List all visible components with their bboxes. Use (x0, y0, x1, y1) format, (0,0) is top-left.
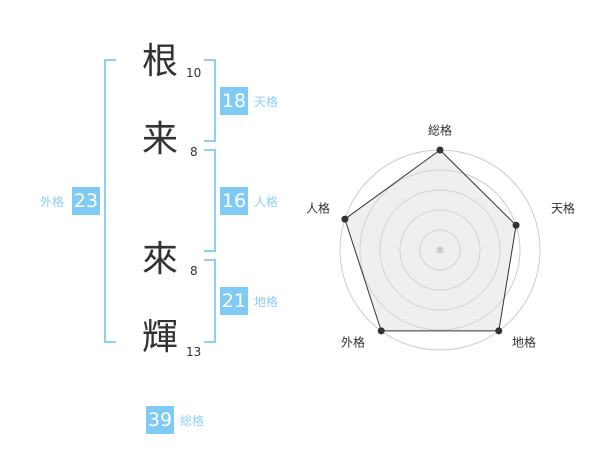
radar-point (436, 146, 444, 154)
radar-axis-label-chikaku: 地格 (511, 335, 537, 350)
radar-point (512, 221, 520, 229)
radar-axis-label-jinkaku: 人格 (305, 201, 331, 216)
soukaku-label: 総格 (180, 414, 205, 428)
name-char-1: 根 (141, 41, 178, 82)
name-char-3: 來 (141, 239, 178, 280)
gaikaku-label: 外格 (40, 195, 65, 209)
radar-axis-label-soukaku: 総格 (427, 123, 453, 138)
name-char-4: 輝 (141, 317, 178, 358)
radar-ring (419, 229, 461, 271)
jinkaku-label: 人格 (254, 195, 279, 209)
radar-ring (399, 209, 481, 291)
radar-ring (379, 189, 501, 311)
stroke-count-4: 13 (186, 345, 202, 359)
radar-ring (359, 169, 521, 331)
chikaku-label: 地格 (254, 295, 279, 309)
name-char-2: 来 (141, 119, 178, 160)
tenkaku-value: 18 (220, 87, 248, 115)
stroke-count-1: 10 (186, 66, 202, 80)
gaikaku-bracket (104, 59, 116, 343)
stroke-count-3: 8 (190, 264, 198, 278)
radar-point (495, 327, 503, 335)
radar-point (341, 215, 349, 223)
jinkaku-bracket (204, 149, 216, 252)
soukaku-value: 39 (146, 406, 174, 434)
tenkaku-bracket (204, 59, 216, 142)
tenkaku-label: 天格 (254, 95, 279, 109)
chikaku-value: 21 (220, 287, 248, 315)
radar-area (344, 149, 517, 332)
radar-point (377, 327, 385, 335)
jinkaku-value: 16 (220, 187, 248, 215)
radar-axis-label-gaikaku: 外格 (340, 335, 366, 350)
stroke-count-2: 8 (190, 145, 198, 159)
chikaku-bracket (204, 259, 216, 343)
gaikaku-value: 23 (72, 187, 100, 215)
radar-axis-label-tenkaku: 天格 (550, 201, 576, 216)
radar-center-dot (436, 246, 444, 254)
